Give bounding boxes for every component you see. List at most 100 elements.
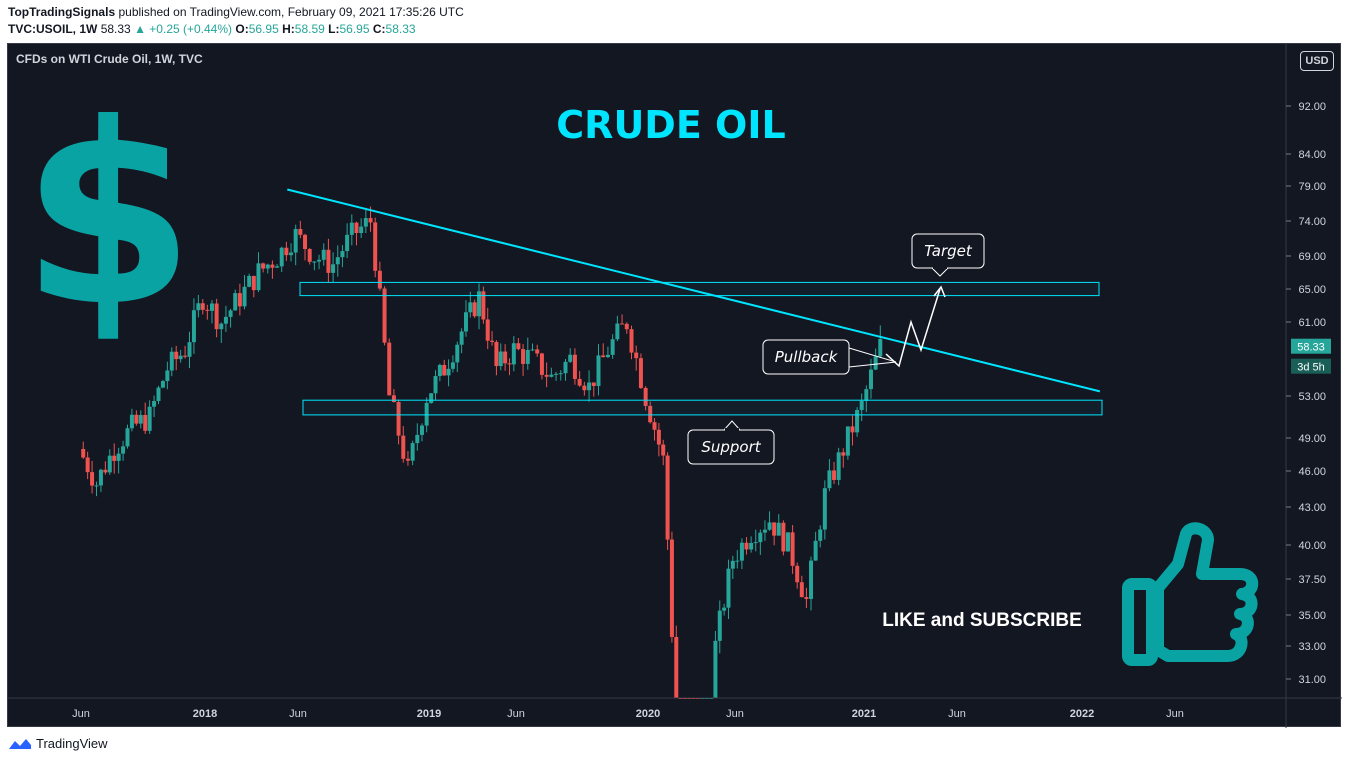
candle-body [795, 565, 800, 583]
candle-body [669, 539, 674, 637]
candle-body [429, 393, 434, 403]
ohlc-line: TVC:USOIL, 1W 58.33 ▲ +0.25 (+0.44%) O:5… [8, 21, 464, 38]
countdown-badge [1291, 358, 1331, 374]
candle-body [160, 381, 165, 388]
candle-body [490, 340, 495, 342]
candle-body [648, 405, 653, 423]
price-tick-label: 79.00 [1298, 181, 1326, 193]
publish-info: TopTradingSignals published on TradingVi… [8, 4, 464, 38]
candle-body [85, 457, 90, 473]
author-name[interactable]: TopTradingSignals [8, 5, 116, 19]
tradingview-logo-icon [9, 738, 31, 749]
up-arrow-icon: ▲ [134, 22, 146, 36]
candle-body [209, 303, 214, 311]
candle-body [223, 316, 228, 324]
candle-body [178, 355, 183, 360]
candle-body [813, 540, 818, 561]
candle-body [472, 302, 477, 317]
candle-body [563, 361, 568, 374]
candle-body [279, 247, 284, 267]
candle-body [410, 443, 415, 461]
price-tick-label: 65.00 [1298, 284, 1326, 296]
chart-area[interactable]: CRUDE OIL $ Target Pullback Support LIKE… [7, 43, 1342, 728]
currency-button[interactable]: USD [1300, 51, 1334, 71]
candle-body [340, 251, 345, 258]
candle-body [446, 368, 451, 376]
price-axis[interactable]: 92.00 84.00 79.00 74.00 69.00 65.00 61.00 53.00… [1286, 101, 1326, 686]
chart-canvas[interactable]: CRUDE OIL $ Target Pullback Support LIKE… [8, 44, 1342, 728]
time-tick-label: Jun [507, 708, 525, 720]
dollar-icon: $ [21, 70, 195, 361]
candle-body [868, 369, 873, 390]
like-subscribe-text: LIKE and SUBSCRIBE [882, 610, 1082, 631]
candle-body [661, 444, 666, 456]
candle-body [391, 395, 396, 403]
candle-body [468, 302, 473, 313]
price-tick-label: 31.00 [1298, 674, 1326, 686]
chart-symbol-title[interactable]: CFDs on WTI Crude Oil, 1W, TVC [16, 52, 203, 66]
candle-body [549, 374, 554, 377]
candle-body [138, 415, 143, 424]
high-value: 58.59 [294, 22, 325, 36]
downtrend-line[interactable] [287, 188, 1101, 393]
candle-body [450, 362, 455, 369]
target-callout[interactable]: Target [911, 233, 985, 277]
candle-body [81, 449, 86, 458]
candle-body [827, 470, 832, 489]
candle-body [455, 344, 460, 363]
time-tick-label: 2019 [417, 708, 441, 720]
footer-brand[interactable]: TradingView [8, 736, 108, 751]
candle-body [656, 429, 661, 445]
candle-body [615, 323, 620, 340]
candle-body [289, 252, 294, 256]
time-axis[interactable]: Jun 2018 Jun 2019 Jun 2020 Jun 2021 Jun 2022 Jun [72, 708, 1184, 720]
candle-body [415, 434, 420, 444]
candle-body [307, 248, 312, 262]
candle-body [129, 414, 134, 429]
candle-body [98, 469, 103, 486]
pullback-callout[interactable]: Pullback [762, 339, 897, 375]
support-zone[interactable] [302, 399, 1103, 416]
candle-body [261, 263, 266, 269]
candle-body [832, 470, 837, 480]
support-callout[interactable]: Support [687, 420, 775, 465]
candle-body [735, 560, 740, 562]
candle-body [507, 363, 512, 365]
candle-body [345, 234, 350, 252]
candle-body [726, 568, 731, 608]
candle-body [134, 414, 139, 424]
candle-body [859, 400, 864, 411]
candle-body [335, 257, 340, 265]
candle-body [643, 387, 648, 406]
candle-body [601, 355, 606, 358]
time-tick-label: 2020 [636, 708, 660, 720]
open-label: O: [235, 22, 249, 36]
candle-body [147, 406, 152, 431]
published-text: published on TradingView.com, February 0… [118, 5, 464, 19]
candle-body [855, 410, 860, 433]
candle-body [368, 218, 373, 223]
support-label: Support [701, 438, 761, 456]
candle-body [596, 355, 601, 386]
candle-body [620, 323, 625, 325]
candle-body [749, 542, 754, 550]
candle-body [165, 370, 170, 382]
candle-body [638, 358, 643, 388]
price-tick-label: 61.00 [1298, 317, 1326, 329]
resistance-zone[interactable] [299, 281, 1100, 297]
candle-body [442, 364, 447, 376]
candle-body [94, 485, 99, 487]
candle-body [539, 353, 544, 375]
candle-body [841, 452, 846, 456]
price-tick-label: 37.50 [1298, 574, 1326, 586]
candle-body [521, 349, 526, 364]
candle-body [214, 303, 219, 330]
candle-body [485, 319, 490, 341]
candle-body [629, 329, 634, 353]
candle-body [121, 446, 126, 454]
thumbs-up-icon [1122, 522, 1259, 666]
candle-body [744, 542, 749, 550]
candle-body [753, 542, 758, 544]
last-price-label: 58.33 [1297, 342, 1325, 354]
candle-body [544, 374, 549, 377]
